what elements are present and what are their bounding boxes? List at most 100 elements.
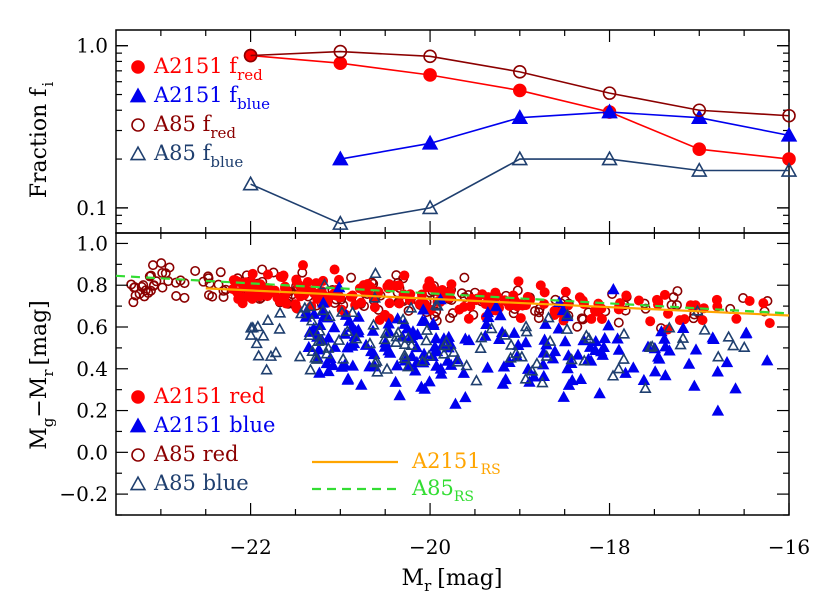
scatter-point [731, 313, 742, 324]
scatter-point [613, 317, 624, 328]
scatter-point [260, 363, 273, 375]
scatter-point [519, 336, 532, 348]
fraction-point [691, 161, 708, 177]
scatter-point [596, 313, 607, 324]
scatter-point [138, 280, 149, 291]
scatter-point [566, 373, 579, 386]
scatter-point [396, 313, 410, 325]
scatter-point [326, 358, 340, 371]
scatter-point [527, 370, 541, 382]
scatter-point [303, 328, 316, 341]
scatter-point [720, 356, 734, 368]
scatter-point [470, 374, 483, 386]
scatter-points [126, 258, 775, 416]
fraction-point [512, 83, 527, 98]
scatter-point [430, 359, 443, 371]
scatter-point [449, 397, 462, 409]
bottom-legend-marker [131, 390, 145, 404]
fraction-series-line [340, 111, 790, 160]
bottom-y-tick-label: −0.2 [59, 482, 108, 506]
scatter-point [402, 331, 415, 343]
fraction-point [511, 109, 529, 124]
scatter-point [358, 280, 369, 291]
fraction-point [512, 65, 527, 79]
fraction-point [423, 49, 437, 64]
scatter-point [663, 344, 676, 356]
scatter-point [582, 332, 596, 344]
scatter-point [244, 328, 258, 340]
scatter-point [405, 338, 418, 350]
scatter-point [498, 328, 512, 340]
fraction-series-2 [243, 44, 796, 123]
scatter-point [371, 365, 384, 377]
scatter-point [633, 295, 644, 306]
scatter-point [526, 364, 539, 376]
scatter-point [427, 317, 440, 329]
scatter-point [458, 301, 469, 312]
top-legend-label: A2151 fred [153, 54, 263, 84]
scatter-point [264, 349, 278, 361]
scatter-point [389, 375, 402, 387]
scatter-point [316, 303, 330, 316]
bottom-legend-label: A2151 blue [153, 413, 275, 437]
scatter-point [398, 348, 411, 360]
scatter-point [215, 267, 226, 278]
scatter-point [277, 272, 288, 283]
scatter-point [346, 359, 359, 371]
scatter-point [273, 322, 286, 334]
fraction-point [421, 199, 439, 215]
scatter-point [304, 363, 317, 375]
scatter-point [489, 300, 503, 312]
top-y-tick-label: 0.1 [76, 196, 108, 220]
top-y-axis-label: Fraction fi [27, 82, 57, 199]
scatter-point [707, 332, 720, 344]
fraction-point [782, 108, 796, 123]
scatter-point [557, 390, 570, 402]
scatter-point [712, 350, 725, 362]
scatter-point [389, 335, 403, 348]
scatter-point [530, 357, 544, 369]
scatter-point [350, 332, 363, 344]
scatter-point [578, 354, 591, 366]
scatter-point [391, 270, 402, 281]
scatter-point [247, 268, 258, 279]
scatter-point [335, 360, 349, 372]
fraction-point [602, 86, 617, 100]
scatter-point [273, 306, 287, 318]
fit-line [205, 287, 790, 317]
bottom-y-tick-label: 0.2 [76, 399, 108, 423]
scatter-point [437, 285, 448, 296]
scatter-point [571, 348, 585, 360]
scatter-point [722, 330, 735, 342]
scatter-point [485, 322, 498, 334]
scatter-point [580, 329, 593, 341]
scatter-point [382, 317, 395, 329]
scatter-point [764, 318, 775, 329]
scatter-point [269, 346, 283, 358]
bottom-y-tick-label: 0.8 [76, 273, 108, 297]
scatter-point [539, 317, 552, 329]
scatter-point [653, 299, 664, 310]
scatter-point [593, 387, 606, 399]
bottom-legend-marker [129, 475, 147, 491]
scatter-point [429, 298, 443, 310]
scatter-point [627, 361, 640, 373]
scatter-point [602, 319, 615, 331]
scatter-point [648, 365, 662, 377]
scatter-point [497, 360, 511, 372]
fit-line [115, 274, 790, 315]
scatter-point [490, 287, 501, 298]
scatter-point [639, 381, 652, 393]
fraction-point [243, 48, 258, 63]
top-legend-marker [131, 60, 145, 74]
scatter-series-3 [244, 266, 751, 393]
bottom-legend-label: A85 red [153, 442, 238, 466]
scatter-point [203, 290, 214, 301]
scatter-point [576, 313, 587, 324]
scatter-point [336, 352, 350, 364]
scatter-point [257, 329, 270, 341]
bottom-legend-label: A2151 red [153, 384, 265, 408]
scatter-point [509, 346, 523, 358]
fraction-point [692, 103, 707, 118]
scatter-point [645, 316, 656, 327]
